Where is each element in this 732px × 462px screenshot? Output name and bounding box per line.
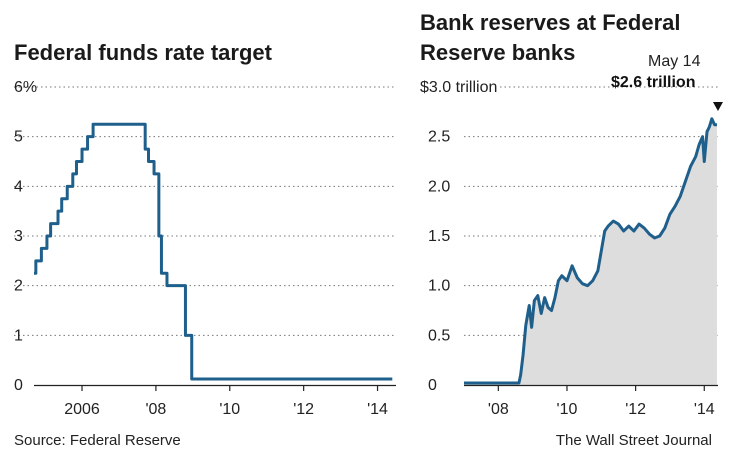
left-y-tick-label: 6% [14, 79, 37, 96]
right-y-top-label: $3.0 trillion [420, 79, 501, 97]
left-x-tick-label: '14 [367, 401, 388, 418]
right-y-tick-label: 0 [428, 377, 437, 394]
publisher-credit: The Wall Street Journal [555, 432, 712, 449]
left-x-tick-label: '12 [293, 401, 314, 418]
left-x-tick-label: '08 [145, 401, 166, 418]
right-chart-title: Bank reserves at Federal Reserve banks [420, 10, 681, 65]
annotation-marker [712, 102, 723, 111]
right-y-tick-label: 0.5 [428, 327, 450, 344]
right-y-tick-label: 2.5 [428, 129, 450, 146]
right-y-tick-label: 1.0 [428, 278, 450, 295]
fed-funds-chart: 0 1 2 3 4 5 6% 2006 '08 '10 '12 '14 [14, 79, 396, 418]
bank-reserves-chart: 0 0.5 1.0 1.5 2.0 2.5 '08 '10 '12 '14 [428, 86, 723, 418]
source-note: Source: Federal Reserve [14, 432, 181, 449]
left-x-tick-label: 2006 [64, 401, 100, 418]
left-y-tick-label: 5 [14, 129, 23, 146]
right-x-tick-label: '12 [625, 401, 646, 418]
left-chart-title: Federal funds rate target [14, 40, 272, 65]
left-y-tick-label: 2 [14, 278, 23, 295]
left-y-tick-label: 1 [14, 327, 23, 344]
annotation-value: $2.6 trillion [611, 74, 696, 91]
left-x-tick-label: '10 [219, 401, 240, 418]
annotation-date: May 14 [648, 53, 701, 70]
left-y-tick-label: 0 [14, 377, 23, 394]
right-y-tick-label: 2.0 [428, 178, 450, 195]
left-y-tick-label: 3 [14, 228, 23, 245]
right-area-fill [464, 118, 717, 385]
right-x-tick-label: '08 [488, 401, 509, 418]
right-series-line [464, 117, 717, 385]
left-y-tick-label: 4 [14, 178, 23, 195]
left-series-line [34, 122, 393, 381]
right-x-tick-label: '10 [557, 401, 578, 418]
right-y-tick-label: 1.5 [428, 228, 450, 245]
right-x-tick-label: '14 [694, 401, 715, 418]
